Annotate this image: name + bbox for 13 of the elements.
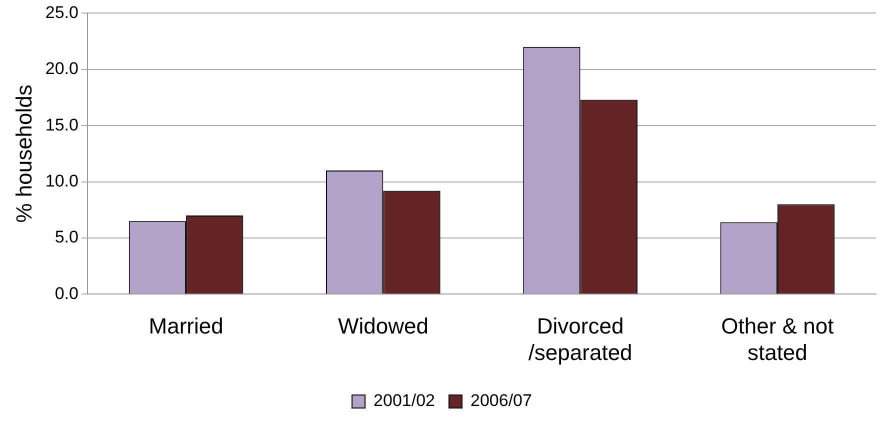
y-tick-label: 10.0 (45, 171, 78, 190)
y-tick-label: 25.0 (45, 2, 78, 22)
x-tick-label: Married (148, 313, 224, 338)
y-tick-label: 0.0 (54, 284, 78, 303)
y-tick-label: 5.0 (54, 228, 78, 247)
y-axis-title: % households (11, 84, 36, 223)
legend-label: 2001/02 (374, 391, 435, 410)
x-tick-label: Other & not stated (721, 313, 834, 365)
x-tick-label: Divorced /separated (528, 313, 632, 365)
legend-label: 2006/07 (470, 391, 532, 410)
y-tick-label: 20.0 (45, 59, 78, 78)
y-tick-label: 15.0 (45, 115, 78, 134)
x-tick-label: Widowed (338, 313, 428, 338)
